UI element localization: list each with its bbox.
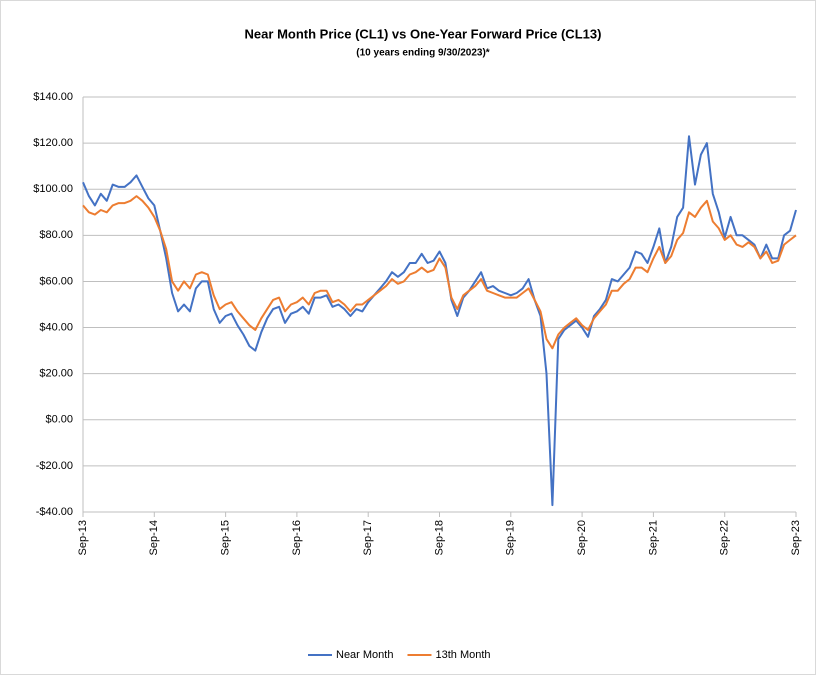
x-tick-label: Sep-15 xyxy=(220,520,232,555)
chart-subtitle: (10 years ending 9/30/2023)* xyxy=(356,48,490,59)
x-tick-label: Sep-16 xyxy=(291,520,303,555)
legend-label: 13th Month xyxy=(435,649,490,661)
x-tick-label: Sep-22 xyxy=(719,520,731,555)
y-tick-label: -$20.00 xyxy=(36,460,73,472)
y-tick-label: $80.00 xyxy=(39,229,73,241)
x-tick-label: Sep-23 xyxy=(790,520,802,555)
x-tick-label: Sep-13 xyxy=(77,520,89,555)
y-tick-label: $0.00 xyxy=(45,414,73,426)
y-tick-label: $120.00 xyxy=(33,137,73,149)
x-tick-label: Sep-14 xyxy=(148,520,160,555)
chart-title: Near Month Price (CL1) vs One-Year Forwa… xyxy=(245,26,602,41)
y-tick-label: $60.00 xyxy=(39,275,73,287)
y-tick-label: $140.00 xyxy=(33,91,73,103)
y-tick-label: $40.00 xyxy=(39,321,73,333)
y-tick-label: $100.00 xyxy=(33,183,73,195)
y-tick-label: $20.00 xyxy=(39,368,73,380)
x-tick-label: Sep-20 xyxy=(576,520,588,555)
x-tick-label: Sep-21 xyxy=(647,520,659,555)
x-tick-label: Sep-17 xyxy=(362,520,374,555)
y-tick-label: -$40.00 xyxy=(36,506,73,518)
x-tick-label: Sep-18 xyxy=(433,520,445,555)
legend-label: Near Month xyxy=(336,649,393,661)
series-line xyxy=(82,195,797,350)
series-line xyxy=(82,135,797,507)
x-tick-label: Sep-19 xyxy=(505,520,517,555)
